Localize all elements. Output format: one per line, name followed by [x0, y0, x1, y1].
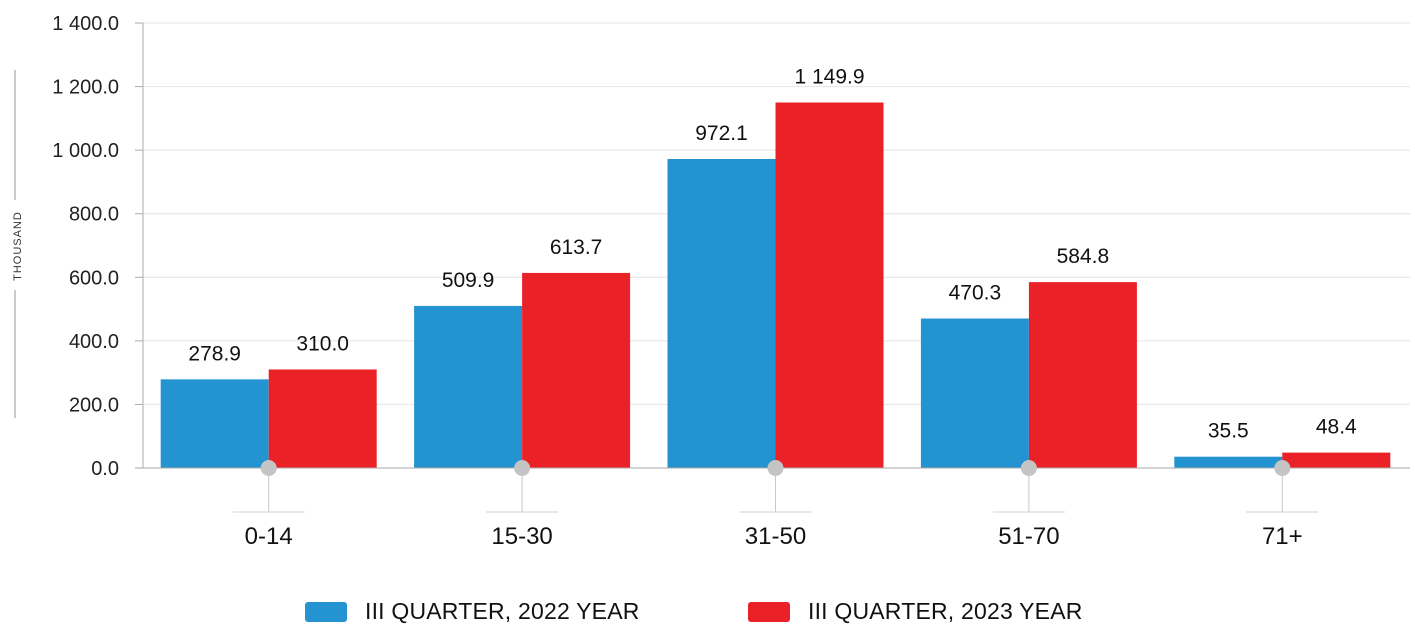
data-label: 1 149.9	[794, 65, 864, 88]
bar-2023-51-70	[1028, 282, 1137, 468]
legend-item-2022: III QUARTER, 2022 YEAR	[305, 598, 640, 625]
legend-swatch-2022	[305, 601, 347, 622]
bar-2022-15-30	[414, 305, 523, 468]
y-tick-label: 600.0	[69, 267, 119, 289]
x-tick-label: 0-14	[245, 523, 293, 550]
axes: 0.0 200.0 400.0 600.0 800.0 1 000.0 1 200.0 1 4…	[52, 13, 1410, 550]
x-tick-dot	[1020, 460, 1037, 476]
data-label: 310.0	[296, 332, 349, 355]
y-tick-label: 400.0	[69, 331, 119, 353]
y-tick-label: 1 200.0	[52, 77, 119, 99]
data-label: 278.9	[188, 342, 241, 365]
bar-2023-15-30	[522, 272, 631, 468]
bar-2023-0-14	[268, 369, 377, 468]
y-tick-label: 800.0	[69, 204, 119, 226]
bar-chart: 0.0 200.0 400.0 600.0 800.0 1 000.0 1 200.0 1 4…	[12, 13, 1410, 550]
data-label: 972.1	[695, 122, 748, 145]
data-label: 35.5	[1208, 420, 1249, 443]
legend-item-2023: III QUARTER, 2023 YEAR	[748, 598, 1083, 625]
y-tick-label: 1 000.0	[52, 140, 119, 162]
x-tick-label: 51-70	[998, 523, 1059, 550]
y-tick-label: 1 400.0	[52, 13, 119, 35]
data-label: 470.3	[949, 282, 1002, 305]
x-tick-label: 31-50	[745, 523, 806, 550]
legend: III QUARTER, 2022 YEAR III QUARTER, 2023…	[0, 590, 1415, 626]
y-axis-title: THOUSAND	[12, 70, 24, 418]
bar-2022-71+	[1174, 456, 1283, 468]
x-tick-dot	[1274, 460, 1291, 476]
x-tick-dot	[514, 460, 531, 476]
legend-swatch-2023	[748, 601, 790, 622]
data-label: 509.9	[442, 269, 495, 292]
bar-2022-51-70	[920, 318, 1029, 468]
data-label: 584.8	[1057, 245, 1110, 268]
bars	[160, 102, 1391, 469]
y-axis-label: THOUSAND	[12, 211, 24, 281]
y-tick-label: 0.0	[91, 458, 119, 480]
bar-2023-31-50	[775, 102, 884, 469]
legend-label-2023: III QUARTER, 2023 YEAR	[808, 598, 1083, 624]
y-tick-label: 200.0	[69, 394, 119, 416]
bar-2023-71+	[1282, 452, 1391, 468]
legend-label-2022: III QUARTER, 2022 YEAR	[365, 598, 640, 624]
bar-2022-31-50	[667, 159, 776, 468]
bar-2022-0-14	[160, 379, 269, 468]
data-label: 48.4	[1316, 416, 1357, 439]
x-tick-label: 15-30	[491, 523, 552, 550]
data-label: 613.7	[550, 236, 603, 259]
data-labels: 278.9 310.0 509.9 613.7 972.1 1 149.9 470.3 584…	[188, 65, 1357, 442]
x-tick-dot	[260, 460, 277, 476]
x-tick-label: 71+	[1262, 523, 1303, 550]
x-tick-dot	[767, 460, 784, 476]
